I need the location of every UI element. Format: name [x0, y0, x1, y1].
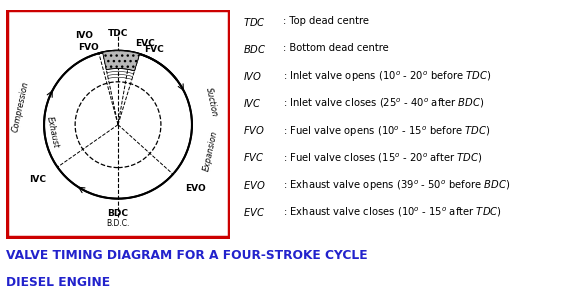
Text: $\it{EVC}$: $\it{EVC}$: [243, 206, 265, 218]
Text: : Inlet valve closes (25$^o$ - 40$^o$ after $\it{BDC}$): : Inlet valve closes (25$^o$ - 40$^o$ af…: [283, 97, 485, 110]
Text: : Fuel valve closes (15$^o$ - 20$^o$ after $\it{TDC}$): : Fuel valve closes (15$^o$ - 20$^o$ aft…: [283, 151, 483, 165]
FancyBboxPatch shape: [7, 10, 229, 237]
Text: FVC: FVC: [144, 45, 164, 54]
Polygon shape: [103, 51, 139, 71]
Text: : Exhaust valve opens (39$^o$ - 50$^o$ before $\it{BDC}$): : Exhaust valve opens (39$^o$ - 50$^o$ b…: [283, 179, 511, 193]
Text: Expansion: Expansion: [202, 129, 219, 172]
Text: BDC: BDC: [107, 209, 129, 218]
Text: EVC: EVC: [135, 39, 155, 48]
Text: FVO: FVO: [78, 43, 98, 52]
Text: IVO: IVO: [75, 31, 93, 40]
Text: Suction: Suction: [204, 87, 219, 118]
Text: VALVE TIMING DIAGRAM FOR A FOUR-STROKE CYCLE: VALVE TIMING DIAGRAM FOR A FOUR-STROKE C…: [6, 249, 367, 262]
Text: $\it{IVC}$: $\it{IVC}$: [243, 97, 262, 109]
Text: : Fuel valve opens (10$^o$ - 15$^o$ before $\it{TDC}$): : Fuel valve opens (10$^o$ - 15$^o$ befo…: [283, 124, 491, 139]
Text: $\it{TDC}$: $\it{TDC}$: [243, 16, 266, 28]
Text: IVC: IVC: [29, 175, 46, 184]
Text: Exhaust: Exhaust: [45, 115, 61, 149]
Text: $\it{EVO}$: $\it{EVO}$: [243, 179, 266, 191]
Text: $\it{IVO}$: $\it{IVO}$: [243, 70, 262, 82]
Text: B.D.C.: B.D.C.: [106, 219, 130, 228]
Text: Compression: Compression: [11, 80, 31, 133]
Text: $\it{FVC}$: $\it{FVC}$: [243, 151, 265, 163]
Text: $\it{FVO}$: $\it{FVO}$: [243, 124, 265, 136]
Text: $\it{BDC}$: $\it{BDC}$: [243, 43, 266, 55]
Text: : Top dead centre: : Top dead centre: [283, 16, 369, 26]
Text: DIESEL ENGINE: DIESEL ENGINE: [6, 276, 110, 289]
Text: : Bottom dead centre: : Bottom dead centre: [283, 43, 389, 53]
Text: : Exhaust valve closes (10$^o$ - 15$^o$ after $\it{TDC}$): : Exhaust valve closes (10$^o$ - 15$^o$ …: [283, 206, 502, 219]
Text: TDC: TDC: [108, 29, 128, 38]
Text: : Inlet valve opens (10$^o$ - 20$^o$ before $\it{TDC}$): : Inlet valve opens (10$^o$ - 20$^o$ bef…: [283, 70, 492, 84]
Text: EVO: EVO: [185, 184, 206, 193]
